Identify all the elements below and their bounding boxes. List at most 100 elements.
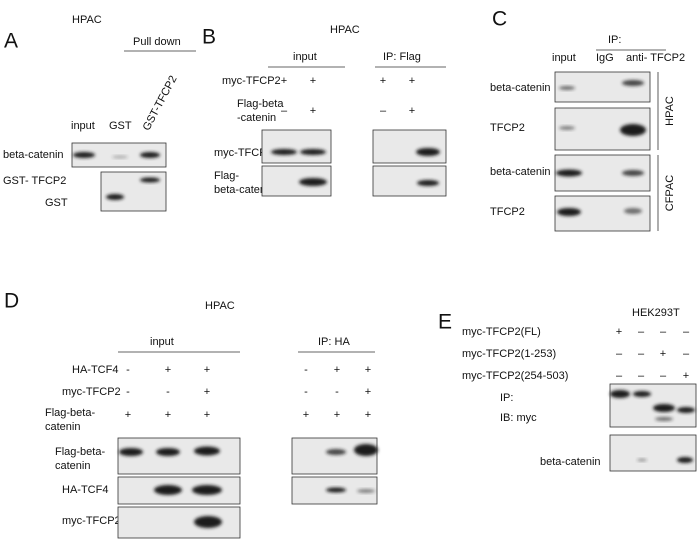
panel-letter: A	[4, 30, 18, 53]
condition-mark: –	[683, 326, 690, 338]
condition-mark: +	[310, 75, 316, 87]
band	[633, 391, 651, 397]
band	[653, 404, 675, 412]
condition-label: catenin	[45, 421, 80, 433]
blot-label: myc-TFCP2	[62, 515, 121, 527]
band	[300, 149, 326, 155]
condition-mark: -	[166, 386, 170, 398]
panel-letter: D	[4, 290, 19, 313]
blot	[291, 437, 378, 475]
blot	[609, 434, 697, 472]
band	[624, 208, 642, 214]
condition-mark: +	[334, 364, 340, 376]
condition-mark: –	[638, 326, 645, 338]
condition-mark: +	[616, 326, 622, 338]
band	[119, 448, 143, 456]
condition-mark: +	[660, 348, 666, 360]
band	[326, 487, 346, 493]
condition-label: myc-TFCP2(FL)	[462, 326, 541, 338]
condition-mark: +	[365, 409, 371, 421]
condition-mark: –	[638, 370, 645, 382]
cell-line: HEK293T	[632, 307, 680, 319]
blot-label: IB: myc	[500, 412, 537, 424]
lane-label: GST	[109, 120, 132, 132]
blot-label: Flag-beta-	[55, 446, 105, 458]
band	[559, 126, 575, 130]
band	[610, 390, 630, 398]
band	[140, 152, 160, 158]
condition-mark: +	[409, 105, 415, 117]
condition-mark: -	[126, 386, 130, 398]
group-label: IP: Flag	[383, 51, 421, 63]
condition-mark: +	[303, 409, 309, 421]
band	[622, 170, 644, 176]
condition-mark: +	[409, 75, 415, 87]
group-label: Pull down	[133, 36, 181, 48]
condition-mark: –	[380, 105, 387, 117]
band	[417, 180, 439, 186]
blot	[100, 171, 167, 212]
band	[156, 448, 180, 456]
band	[677, 407, 695, 413]
condition-mark: +	[334, 409, 340, 421]
band	[559, 86, 575, 90]
condition-label: Flag-beta	[237, 98, 284, 110]
band	[299, 178, 327, 186]
condition-mark: –	[660, 326, 667, 338]
band	[357, 489, 375, 493]
condition-mark: -	[304, 364, 308, 376]
band	[192, 485, 222, 495]
cell-line: HPAC	[330, 24, 360, 36]
band	[194, 446, 220, 456]
condition-mark: –	[638, 348, 645, 360]
panel-letter: B	[202, 26, 216, 49]
panel-letter: E	[438, 311, 452, 334]
condition-mark: +	[380, 75, 386, 87]
cell-line: HPAC	[664, 96, 676, 126]
condition-mark: -	[304, 386, 308, 398]
condition-mark: +	[204, 386, 210, 398]
blot-label: GST	[45, 197, 68, 209]
cell-line: HPAC	[205, 300, 235, 312]
condition-mark: –	[683, 348, 690, 360]
blot-label: beta-catenin	[214, 184, 275, 196]
band	[194, 516, 222, 528]
condition-mark: +	[310, 105, 316, 117]
cell-line: HPAC	[72, 14, 102, 26]
condition-mark: +	[204, 409, 210, 421]
condition-label: myc-TFCP2(1-253)	[462, 348, 556, 360]
group-label: input	[150, 336, 174, 348]
band	[416, 148, 440, 156]
group-label: input	[293, 51, 317, 63]
blot-label: beta-catenin	[490, 166, 551, 178]
lane-label: anti- TFCP2	[626, 52, 685, 64]
band	[154, 485, 182, 495]
blot-label: TFCP2	[490, 206, 525, 218]
band	[112, 155, 128, 159]
band	[557, 208, 581, 216]
band	[106, 194, 124, 200]
lane-label: input	[71, 120, 95, 132]
group-label: IP:	[608, 34, 621, 46]
blot	[261, 129, 332, 164]
condition-label: myc-TFCP2(254-503)	[462, 370, 568, 382]
condition-label: HA-TCF4	[72, 364, 118, 376]
condition-mark: +	[165, 409, 171, 421]
condition-mark: -	[335, 386, 339, 398]
band	[73, 152, 95, 158]
band	[620, 124, 646, 136]
lane-label: IgG	[596, 52, 614, 64]
panel-letter: C	[492, 8, 507, 31]
lane-label: input	[552, 52, 576, 64]
blot-label: myc-TFCP2	[214, 147, 273, 159]
blot-label: beta-catenin	[3, 149, 64, 161]
condition-mark: +	[365, 386, 371, 398]
band	[140, 177, 160, 183]
blot-label: IP:	[500, 392, 513, 404]
blot-label: TFCP2	[490, 122, 525, 134]
condition-mark: +	[204, 364, 210, 376]
band	[677, 457, 693, 463]
condition-label: Flag-beta-	[45, 407, 95, 419]
condition-mark: +	[683, 370, 689, 382]
blot-label: GST- TFCP2	[3, 175, 66, 187]
